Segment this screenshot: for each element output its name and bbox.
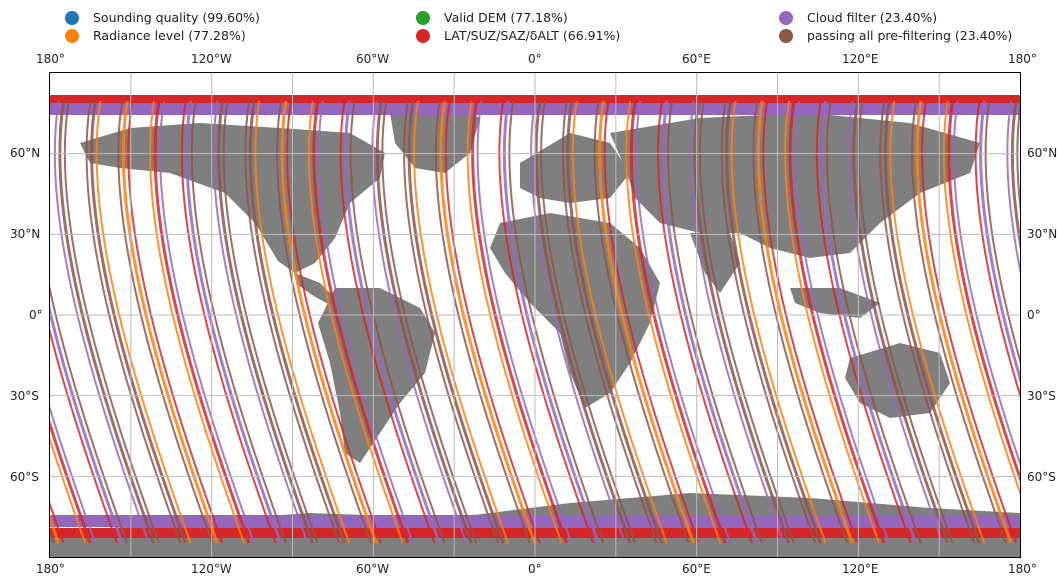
legend-dot-icon: [416, 29, 430, 43]
map-area[interactable]: [49, 72, 1021, 558]
legend-label: Valid DEM (77.18%): [444, 10, 568, 25]
legend-label: Sounding quality (99.60%): [93, 10, 260, 25]
legend: Sounding quality (99.60%) Radiance level…: [0, 0, 1058, 50]
lon-tick-bottom: 180°: [36, 562, 65, 576]
land-south-america: [318, 288, 435, 463]
legend-item-passing-all: passing all pre-filtering (23.40%): [779, 28, 1012, 44]
lat-tick-right: 0°: [1027, 308, 1041, 322]
land-africa: [490, 213, 660, 408]
lon-tick-top: 120°E: [842, 52, 879, 66]
land-greenland: [390, 103, 480, 173]
land-australia: [845, 343, 950, 418]
lon-tick-bottom: 120°W: [191, 562, 232, 576]
legend-item-geometry: LAT/SUZ/SAZ/δALT (66.91%): [416, 28, 620, 44]
lat-tick-left: 30°N: [10, 227, 41, 241]
lon-tick-top: 180°: [36, 52, 65, 66]
legend-dot-icon: [416, 11, 430, 25]
gridlines: [50, 73, 1020, 557]
ground-track: [50, 328, 118, 544]
lon-tick-bottom: 60°E: [682, 562, 711, 576]
map-canvas: [50, 73, 1020, 557]
lat-tick-right: 30°S: [1027, 389, 1056, 403]
lat-tick-right: 60°S: [1027, 470, 1056, 484]
land-central-america: [295, 273, 335, 305]
legend-item-radiance-level: Radiance level (77.28%): [65, 28, 246, 44]
lon-tick-top: 180°: [1008, 52, 1037, 66]
legend-dot-icon: [779, 29, 793, 43]
lon-tick-bottom: 0°: [528, 562, 542, 576]
lon-tick-top: 120°W: [191, 52, 232, 66]
lat-tick-left: 30°S: [10, 389, 39, 403]
legend-label: passing all pre-filtering (23.40%): [807, 28, 1013, 43]
lat-tick-right: 60°N: [1027, 146, 1058, 160]
legend-label: LAT/SUZ/SAZ/δALT (66.91%): [444, 28, 621, 43]
lon-tick-bottom: 60°W: [356, 562, 390, 576]
legend-dot-icon: [65, 11, 79, 25]
ground-track: [50, 419, 92, 544]
lat-tick-left: 60°S: [10, 470, 39, 484]
legend-label: Cloud filter (23.40%): [807, 10, 938, 25]
ground-track: [50, 405, 97, 544]
lon-tick-bottom: 120°E: [842, 562, 879, 576]
legend-item-valid-dem: Valid DEM (77.18%): [416, 10, 568, 26]
lon-tick-top: 60°E: [682, 52, 711, 66]
lat-tick-right: 30°N: [1027, 227, 1058, 241]
lat-tick-left: 60°N: [10, 146, 41, 160]
legend-item-sounding-quality: Sounding quality (99.60%): [65, 10, 260, 26]
lon-tick-top: 0°: [528, 52, 542, 66]
lat-tick-left: 0°: [29, 308, 43, 322]
lon-tick-top: 60°W: [356, 52, 390, 66]
legend-dot-icon: [779, 11, 793, 25]
lon-tick-bottom: 180°: [1008, 562, 1037, 576]
legend-item-cloud-filter: Cloud filter (23.40%): [779, 10, 937, 26]
ground-track: [50, 437, 87, 544]
land-asia: [610, 113, 980, 258]
land-europe: [520, 133, 630, 203]
legend-label: Radiance level (77.28%): [93, 28, 246, 43]
legend-dot-icon: [65, 29, 79, 43]
